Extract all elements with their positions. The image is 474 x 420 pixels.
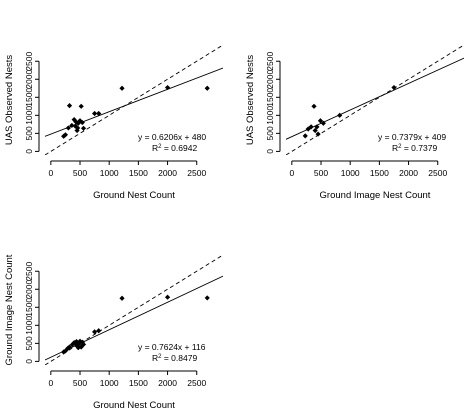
r-squared-superscript: 2 xyxy=(398,144,402,150)
y-tick-label: 1000 xyxy=(24,106,34,125)
y-axis-title: UAS Observed Nests xyxy=(4,55,15,146)
data-point xyxy=(320,120,326,126)
x-axis-title: Ground Nest Count xyxy=(93,190,175,201)
x-tick-label: 500 xyxy=(314,168,328,178)
data-point xyxy=(66,102,73,109)
x-tick-label: 2000 xyxy=(158,168,177,178)
x-tick-label: 2500 xyxy=(187,378,206,388)
data-point xyxy=(75,125,81,131)
x-tick-label: 2500 xyxy=(428,168,447,178)
data-point xyxy=(337,112,343,118)
data-point xyxy=(80,341,87,348)
panel-3: 0 500 1000 1500 2000 250005001000150020002500… xyxy=(4,254,223,411)
data-point xyxy=(119,295,125,301)
y-tick-label: 2500 xyxy=(24,262,34,281)
x-tick-label: 2500 xyxy=(187,168,206,178)
r-squared-symbol: R xyxy=(152,353,158,363)
y-tick-label: 500 xyxy=(24,126,34,140)
data-point xyxy=(204,85,210,91)
data-point xyxy=(65,125,71,131)
y-tick-label: 2000 xyxy=(24,280,34,299)
y-axis-title: UAS Observed Nests xyxy=(245,55,256,146)
y-tick-label: 500 xyxy=(24,336,34,350)
data-point xyxy=(96,110,102,117)
data-point xyxy=(92,110,98,117)
regression-equation: y = 0.7624x + 116 xyxy=(138,342,206,352)
x-tick-label: 1500 xyxy=(129,168,148,178)
x-tick-label: 1000 xyxy=(100,168,119,178)
y-tick-label: 1500 xyxy=(24,298,34,317)
data-point xyxy=(314,124,320,130)
x-tick-label: 0 xyxy=(289,168,294,178)
y-tick-label: 1500 xyxy=(265,88,275,107)
data-point xyxy=(69,122,75,129)
data-point xyxy=(92,329,98,335)
r-squared-value: = 0.7379 xyxy=(401,143,437,153)
data-point xyxy=(75,345,81,351)
y-tick-label: 2000 xyxy=(24,70,34,89)
r-squared-symbol: R xyxy=(392,143,398,153)
data-point xyxy=(80,125,87,131)
regression-equation: y = 0.7379x + 409 xyxy=(378,132,446,142)
x-axis-title: Ground Nest Count xyxy=(93,400,175,411)
data-point xyxy=(78,103,84,109)
data-point xyxy=(317,118,324,124)
x-tick-label: 2000 xyxy=(399,168,418,178)
y-tick-label: 2000 xyxy=(265,70,275,89)
r-squared-value: = 0.6942 xyxy=(161,143,197,153)
x-tick-label: 1000 xyxy=(100,378,119,388)
x-tick-label: 500 xyxy=(73,378,87,388)
r-squared-label: R2 = 0.8479 xyxy=(152,353,197,363)
x-tick-label: 1000 xyxy=(341,168,360,178)
y-tick-label: 1000 xyxy=(265,106,275,125)
y-tick-label: 0 xyxy=(265,149,275,154)
data-point xyxy=(391,84,397,91)
r-squared-label: R2 = 0.6942 xyxy=(152,143,197,153)
data-point xyxy=(96,328,102,334)
x-tick-label: 0 xyxy=(48,168,53,178)
data-point xyxy=(62,348,69,354)
data-point xyxy=(78,344,84,350)
x-axis-title: Ground Image Nest Count xyxy=(320,190,431,201)
y-tick-label: 1000 xyxy=(24,316,34,335)
regression-equation: y = 0.6206x + 480 xyxy=(138,132,206,142)
data-point xyxy=(164,84,171,91)
data-point xyxy=(312,127,318,134)
data-point xyxy=(315,131,321,137)
r-squared-symbol: R xyxy=(152,143,158,153)
y-tick-label: 0 xyxy=(24,359,34,364)
x-tick-label: 1500 xyxy=(129,378,148,388)
r-squared-label: R2 = 0.7379 xyxy=(392,143,437,153)
data-point xyxy=(66,344,73,350)
data-point xyxy=(62,132,69,138)
data-point xyxy=(164,294,171,300)
y-tick-label: 2500 xyxy=(24,52,34,71)
y-tick-label: 1500 xyxy=(24,88,34,107)
y-axis-title: Ground Image Nest Count xyxy=(4,254,15,365)
data-point xyxy=(119,85,125,91)
y-tick-label: 0 xyxy=(24,149,34,154)
data-point xyxy=(311,103,317,109)
y-tick-label: 2500 xyxy=(265,52,275,71)
x-tick-label: 1500 xyxy=(370,168,389,178)
data-point xyxy=(61,349,67,355)
data-point xyxy=(65,345,71,352)
r-squared-superscript: 2 xyxy=(158,144,162,150)
r-squared-value: = 0.8479 xyxy=(161,353,197,363)
y-tick-label: 500 xyxy=(265,126,275,140)
x-tick-label: 500 xyxy=(73,168,87,178)
data-point xyxy=(79,119,85,126)
data-point xyxy=(204,295,210,301)
panel-1: 0 500 1000 1500 2000 250005001000150020002500… xyxy=(4,45,223,201)
x-tick-label: 0 xyxy=(48,378,53,388)
data-point xyxy=(73,119,79,125)
data-point xyxy=(308,124,314,130)
panel-2: 0 500 1000 1500 2000 250005001000150020002500… xyxy=(245,45,464,201)
r-squared-superscript: 2 xyxy=(158,354,162,360)
x-tick-label: 2000 xyxy=(158,378,177,388)
data-point xyxy=(302,133,308,139)
